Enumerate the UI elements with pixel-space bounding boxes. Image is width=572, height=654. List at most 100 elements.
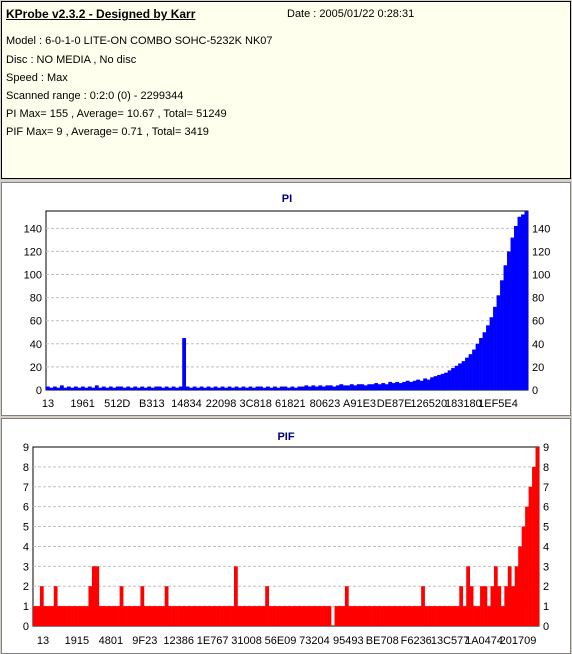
data-bar — [437, 374, 441, 390]
data-bar — [188, 606, 193, 626]
data-bar — [297, 386, 302, 390]
data-bar — [381, 383, 386, 390]
data-bar — [199, 606, 204, 626]
data-bar — [43, 606, 48, 626]
x-tick-label: 13C577 — [431, 635, 470, 647]
data-bar — [409, 381, 414, 390]
data-bar — [514, 566, 519, 626]
data-bar — [102, 606, 107, 626]
data-bar — [227, 386, 232, 390]
data-bar — [171, 606, 176, 626]
data-bar — [196, 387, 200, 390]
data-bar — [396, 606, 401, 626]
x-tick-label: 126520 — [410, 398, 447, 410]
data-bar — [493, 566, 498, 626]
data-bar — [234, 566, 238, 626]
data-bar — [507, 251, 511, 390]
data-bar — [479, 338, 483, 390]
data-bar — [81, 606, 86, 626]
y-tick-label-right: 3 — [543, 561, 549, 573]
data-bar — [403, 606, 408, 626]
data-bar — [143, 606, 148, 626]
y-tick-label-right: 5 — [543, 522, 549, 534]
data-bar — [283, 386, 288, 390]
data-bar — [287, 387, 291, 390]
data-bar — [353, 385, 358, 390]
data-bar — [518, 546, 522, 626]
data-bar — [500, 280, 504, 390]
data-bar — [402, 381, 407, 390]
y-tick-label-right: 8 — [543, 462, 549, 474]
data-bar — [240, 606, 245, 626]
data-bar — [445, 606, 450, 626]
data-bar — [458, 363, 462, 390]
pif-chart-panel: PIF 0 0 1 1 2 2 3 3 4 4 5 5 6 6 7 7 8 8 9 9 13 1915 4801 9F23 123… — [1, 418, 571, 654]
data-bar — [349, 384, 354, 390]
chart-title: PIF — [277, 431, 294, 443]
data-bar — [342, 385, 347, 390]
data-bar — [248, 386, 253, 390]
data-bar — [389, 606, 394, 626]
data-bar — [265, 586, 269, 626]
y-tick-label-right: 120 — [532, 246, 550, 258]
data-bar — [95, 566, 100, 626]
data-bar — [161, 606, 165, 626]
data-bar — [199, 386, 204, 390]
y-tick-label-left: 100 — [24, 270, 42, 282]
data-bar — [521, 526, 526, 626]
data-bar — [383, 606, 387, 626]
x-tick-label: 13 — [42, 398, 54, 410]
data-bar — [318, 385, 323, 390]
x-tick-label: 1915 — [65, 635, 89, 647]
data-bar — [67, 606, 72, 626]
data-bar — [304, 385, 309, 390]
data-bar — [108, 386, 113, 390]
data-bar — [262, 387, 267, 390]
data-bar — [279, 606, 283, 626]
data-bar — [164, 586, 169, 626]
data-bar — [416, 379, 421, 390]
x-tick-label: A91E3 — [343, 398, 376, 410]
data-bar — [517, 216, 522, 390]
data-bar — [227, 606, 231, 626]
data-bar — [367, 384, 372, 390]
data-bar — [472, 349, 476, 390]
y-tick-label-left: 1 — [23, 601, 29, 613]
data-bar — [39, 586, 44, 626]
data-bar — [426, 379, 431, 390]
data-bar — [168, 387, 173, 390]
data-bar — [210, 387, 214, 390]
y-tick-label-right: 7 — [543, 482, 549, 494]
data-bar — [391, 383, 396, 390]
y-tick-label-right: 0 — [543, 621, 549, 633]
data-bar — [507, 566, 512, 626]
data-bar — [52, 386, 57, 390]
data-bar — [59, 385, 64, 390]
y-tick-label-left: 7 — [23, 482, 29, 494]
y-tick-label-left: 4 — [23, 541, 29, 553]
data-bar — [311, 385, 316, 390]
data-bar — [269, 387, 274, 390]
app-title: KProbe v2.3.2 - Designed by Karr — [6, 7, 196, 21]
x-tick-label: 1A0474 — [465, 635, 503, 647]
data-bar — [73, 386, 78, 390]
y-tick-label-left: 3 — [23, 561, 29, 573]
y-tick-label-right: 40 — [532, 339, 544, 351]
data-bar — [395, 381, 400, 390]
data-bar — [220, 386, 225, 390]
data-bar — [70, 387, 75, 390]
y-tick-label-left: 2 — [23, 581, 29, 593]
data-bar — [91, 566, 96, 626]
data-bar — [282, 606, 287, 626]
data-bar — [50, 606, 55, 626]
y-tick-label-right: 6 — [543, 502, 549, 514]
data-bar — [339, 384, 344, 390]
data-bar — [423, 378, 428, 390]
data-bar — [94, 385, 99, 390]
x-tick-label: F6236 — [401, 635, 432, 647]
data-bar — [317, 606, 321, 626]
data-bar — [476, 606, 481, 626]
data-bar — [161, 387, 166, 390]
data-bar — [320, 606, 325, 626]
data-bar — [462, 606, 467, 626]
